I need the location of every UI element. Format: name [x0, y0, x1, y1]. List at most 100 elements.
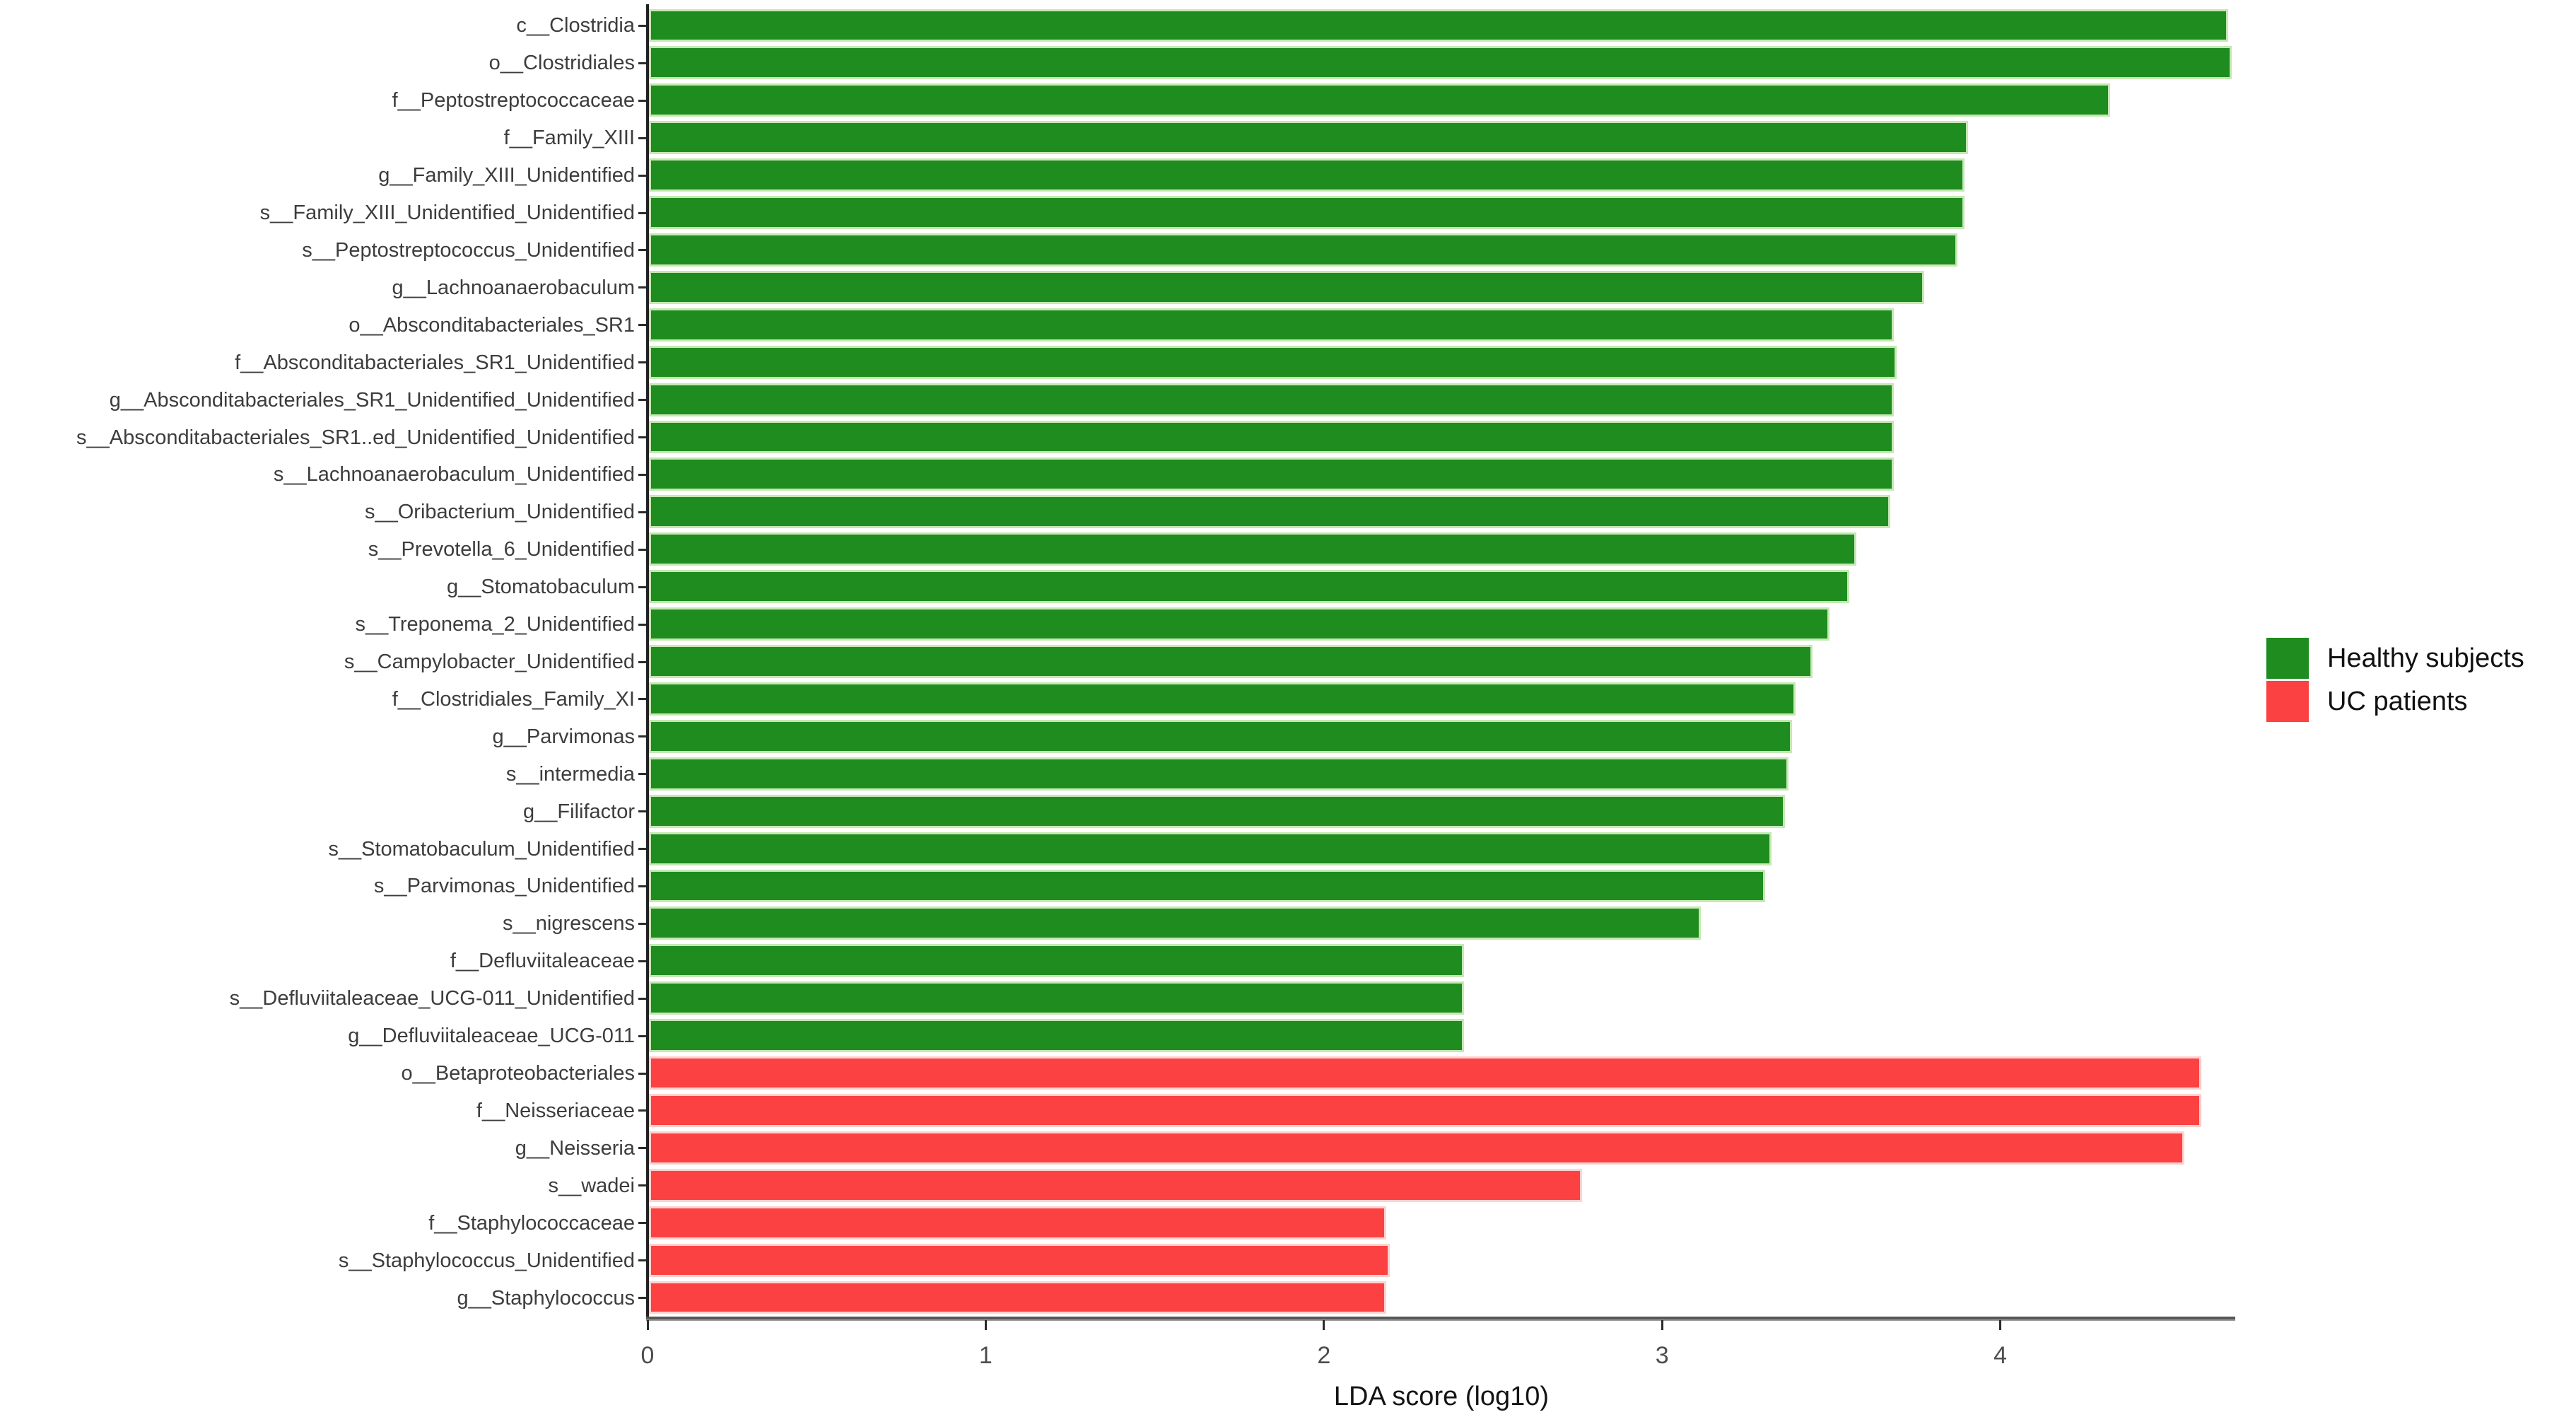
lda-bar — [649, 794, 1786, 828]
y-tick-mark — [638, 62, 646, 64]
y-tick-mark — [638, 885, 646, 887]
category-label: g__Lachnoanaerobaculum — [392, 276, 635, 299]
y-tick-mark — [638, 773, 646, 776]
lda-bar — [649, 345, 1897, 379]
y-tick-mark — [638, 136, 646, 139]
category-label: s__Staphylococcus_Unidentified — [338, 1249, 635, 1272]
category-label: s__Oribacterium_Unidentified — [364, 501, 635, 524]
category-label: s__wadei — [548, 1174, 635, 1197]
x-tick-mark — [1999, 1320, 2002, 1330]
category-label: s__Treponema_2_Unidentified — [355, 613, 635, 636]
x-axis-line — [646, 1317, 2235, 1321]
category-label: s__intermedia — [505, 762, 635, 786]
category-label: f__Clostridiales_Family_XI — [392, 687, 635, 711]
lda-bar — [649, 8, 2229, 42]
y-tick-mark — [638, 997, 646, 1000]
category-label: s__Stomatobaculum_Unidentified — [328, 837, 635, 861]
y-axis-line — [646, 4, 649, 1318]
y-tick-mark — [638, 174, 646, 177]
y-tick-mark — [638, 623, 646, 626]
category-label: s__Campylobacter_Unidentified — [344, 651, 635, 673]
lda-bar — [649, 981, 1464, 1015]
y-tick-mark — [638, 286, 646, 289]
lda-bar — [649, 645, 1813, 678]
x-tick-label: 4 — [1994, 1342, 2008, 1369]
y-tick-mark — [638, 698, 646, 701]
y-tick-mark — [638, 922, 646, 925]
y-tick-mark — [638, 211, 646, 214]
x-tick-label: 3 — [1655, 1342, 1669, 1369]
lda-bar — [649, 383, 1894, 416]
lda-bar — [649, 308, 1894, 342]
category-label: f__Family_XIII — [503, 127, 635, 150]
lda-bar — [649, 46, 2232, 80]
lda-bar — [649, 158, 1965, 192]
y-tick-mark — [638, 735, 646, 738]
x-axis-title: LDA score (log10) — [1333, 1382, 1550, 1411]
legend-label-uc: UC patients — [2327, 686, 2468, 716]
category-label: g__Neisseria — [515, 1136, 635, 1160]
category-label: s__Lachnoanaerobaculum_Unidentified — [273, 463, 635, 486]
x-tick-mark — [1323, 1320, 1325, 1330]
y-tick-mark — [638, 99, 646, 102]
y-tick-mark — [638, 1109, 646, 1112]
category-label: g__Defluviitaleaceae_UCG-011 — [348, 1025, 635, 1048]
y-tick-mark — [638, 1072, 646, 1075]
lda-bar — [649, 1243, 1390, 1277]
lda-bar — [649, 607, 1829, 641]
category-label: c__Clostridia — [516, 14, 635, 37]
category-label: g__Parvimonas — [492, 725, 636, 748]
lda-bar — [649, 869, 1765, 903]
category-label: f__Staphylococcaceae — [428, 1211, 635, 1235]
category-label: s__Family_XIII_Unidentified_Unidentified — [259, 202, 635, 225]
lda-bar — [649, 719, 1792, 753]
y-tick-mark — [638, 1147, 646, 1150]
category-label: o__Absconditabacteriales_SR1 — [349, 313, 635, 337]
category-label: s__Absconditabacteriales_SR1..ed_Unident… — [76, 426, 635, 449]
x-tick-label: 0 — [640, 1342, 655, 1369]
y-tick-mark — [638, 1184, 646, 1187]
y-tick-mark — [638, 436, 646, 438]
lda-bar — [649, 1131, 2184, 1165]
x-tick-label: 2 — [1317, 1342, 1331, 1369]
category-label: g__Family_XIII_Unidentified — [378, 164, 635, 187]
legend-entry-uc: UC patients — [2266, 681, 2524, 722]
category-label: g__Staphylococcus — [457, 1286, 636, 1310]
y-tick-mark — [638, 399, 646, 402]
category-label: g__Filifactor — [523, 800, 635, 823]
category-label: s__Defluviitaleaceae_UCG-011_Unidentifie… — [229, 987, 635, 1010]
lda-bar — [649, 121, 1968, 155]
category-label: s__Prevotella_6_Unidentified — [368, 538, 635, 561]
y-tick-mark — [638, 361, 646, 364]
y-tick-mark — [638, 1222, 646, 1225]
lda-bar — [649, 1094, 2201, 1127]
y-tick-mark — [638, 473, 646, 476]
lda-bar — [649, 270, 1924, 304]
y-tick-mark — [638, 585, 646, 588]
category-label: f__Absconditabacteriales_SR1_Unidentifie… — [235, 351, 635, 374]
category-label: f__Neisseriaceae — [476, 1099, 635, 1122]
x-tick-mark — [1661, 1320, 1663, 1330]
category-label: o__Betaproteobacteriales — [401, 1062, 635, 1085]
y-tick-mark — [638, 960, 646, 962]
legend: Healthy subjects UC patients — [2266, 638, 2524, 724]
lda-bar — [649, 1056, 2201, 1090]
y-tick-mark — [638, 1297, 646, 1300]
y-tick-mark — [638, 1034, 646, 1037]
lda-bar — [649, 570, 1850, 604]
lda-bar — [649, 1281, 1386, 1314]
lda-bar — [649, 682, 1796, 716]
y-tick-mark — [638, 848, 646, 851]
legend-swatch-uc — [2266, 681, 2309, 722]
y-tick-mark — [638, 548, 646, 551]
y-tick-mark — [638, 810, 646, 813]
lda-bar — [649, 196, 1965, 229]
category-label: g__Stomatobaculum — [447, 576, 635, 599]
y-tick-mark — [638, 1259, 646, 1262]
x-tick-mark — [984, 1320, 987, 1330]
category-label: f__Defluviitaleaceae — [450, 950, 635, 973]
lda-bar — [649, 420, 1894, 454]
category-label: g__Absconditabacteriales_SR1_Unidentifie… — [109, 388, 635, 412]
lda-bar — [649, 1206, 1386, 1240]
